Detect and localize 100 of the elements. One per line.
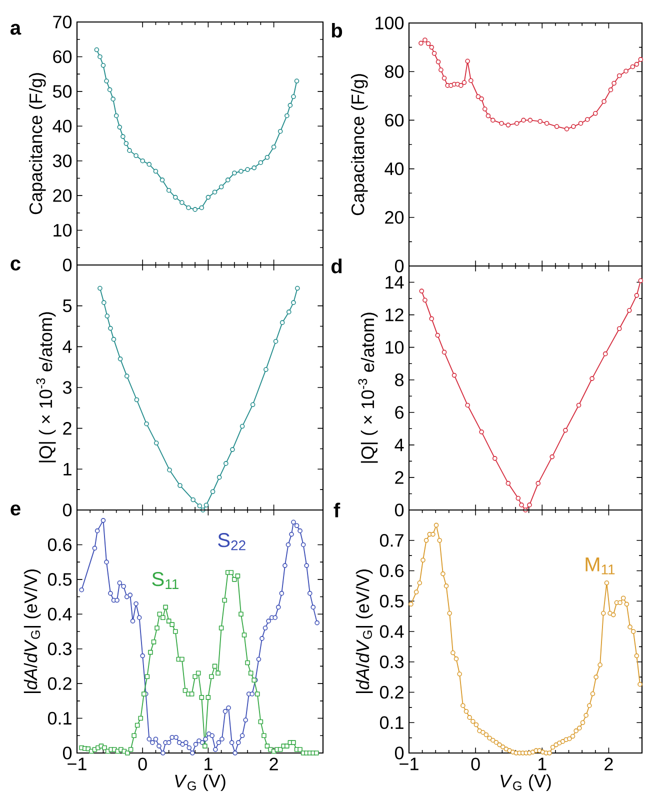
point	[630, 64, 636, 70]
x-tick-label: −1	[68, 758, 86, 770]
x-tick-label: −1	[400, 758, 418, 770]
point	[180, 200, 184, 205]
point	[442, 350, 447, 355]
point	[134, 397, 140, 402]
point	[426, 41, 431, 46]
point	[486, 113, 491, 118]
point	[479, 430, 484, 434]
point	[422, 298, 428, 303]
point	[124, 374, 130, 378]
point	[100, 62, 106, 68]
point	[107, 87, 112, 92]
point	[506, 122, 511, 128]
point	[154, 440, 159, 446]
y-tick-label: 10	[54, 224, 72, 237]
point	[192, 207, 198, 212]
point	[616, 326, 622, 332]
point	[216, 474, 222, 480]
point	[465, 402, 470, 408]
point	[544, 120, 550, 126]
y-tick-label: 0.6	[48, 538, 72, 552]
y-axis-title: |Q| ( × 10$^{-3}$ e/atom)	[358, 312, 378, 463]
y-tick-label: 50	[52, 85, 72, 98]
y-tick-label: 2	[63, 422, 72, 435]
y-tick-label: 0.1	[380, 716, 404, 729]
point	[418, 40, 424, 46]
point	[571, 124, 576, 129]
point	[519, 502, 524, 508]
point	[564, 126, 570, 132]
point	[264, 367, 268, 372]
point	[186, 205, 191, 210]
point	[190, 497, 196, 502]
point	[432, 50, 437, 56]
y-tick-label: 0	[394, 260, 404, 272]
text: b	[332, 22, 342, 38]
point	[104, 314, 110, 318]
x-axis-title: V$_{G}$ (V)	[175, 774, 226, 792]
point	[271, 144, 276, 150]
point	[278, 128, 283, 134]
y-tick-label: 0.5	[380, 594, 404, 608]
point	[224, 461, 228, 466]
point	[108, 326, 113, 331]
point	[419, 288, 424, 294]
point	[527, 502, 532, 508]
point	[284, 113, 290, 118]
y-tick-label: 10	[386, 340, 404, 354]
y-tick-label: 0.4	[380, 625, 404, 638]
point	[465, 58, 470, 64]
point	[206, 194, 211, 200]
point	[98, 54, 102, 60]
point	[634, 62, 640, 67]
text: e	[10, 504, 20, 516]
y-tick-label: 70	[53, 16, 72, 28]
point	[576, 402, 582, 408]
point	[422, 38, 428, 42]
point	[602, 99, 606, 104]
y-tick-label: 20	[53, 189, 72, 202]
point	[638, 278, 644, 284]
text: S$_{22}$	[218, 533, 246, 550]
point	[94, 47, 100, 52]
y-tick-label: 0	[394, 504, 404, 516]
x-tick-label: 2	[604, 758, 613, 770]
y-tick-label: 80	[385, 65, 404, 78]
point	[638, 57, 644, 62]
point	[232, 170, 237, 176]
y-tick-label: 40	[52, 120, 72, 133]
point	[127, 148, 132, 153]
point	[250, 402, 256, 408]
point	[197, 504, 202, 508]
x-tick-label: 0	[138, 758, 147, 770]
point	[482, 106, 488, 112]
y-tick-label: 60	[385, 114, 404, 127]
point	[492, 456, 498, 461]
y-tick-label: 60	[53, 50, 72, 64]
y-tick-label: 1	[64, 462, 72, 476]
point	[178, 483, 182, 488]
y-tick-label: 0.3	[48, 642, 72, 656]
point	[578, 120, 584, 126]
point	[624, 68, 628, 74]
point	[114, 113, 119, 118]
y-tick-label: 0.7	[380, 534, 404, 547]
point	[291, 94, 296, 100]
point	[110, 96, 116, 102]
point	[590, 376, 594, 381]
series-label: M$_{11}$	[586, 558, 615, 574]
point	[167, 468, 172, 472]
y-tick-label: 3	[62, 381, 72, 394]
point	[111, 336, 116, 342]
x-tick-label: 1	[204, 758, 212, 770]
point	[538, 119, 543, 124]
point	[452, 372, 457, 378]
point	[245, 167, 250, 172]
point	[490, 118, 496, 123]
point	[117, 124, 122, 130]
y-axis-title: Capacitance (F/g)	[28, 73, 46, 214]
y-tick-label: 0.3	[380, 656, 404, 668]
y-tick-label: 0.1	[48, 712, 72, 725]
point	[435, 332, 440, 338]
point	[429, 44, 434, 50]
